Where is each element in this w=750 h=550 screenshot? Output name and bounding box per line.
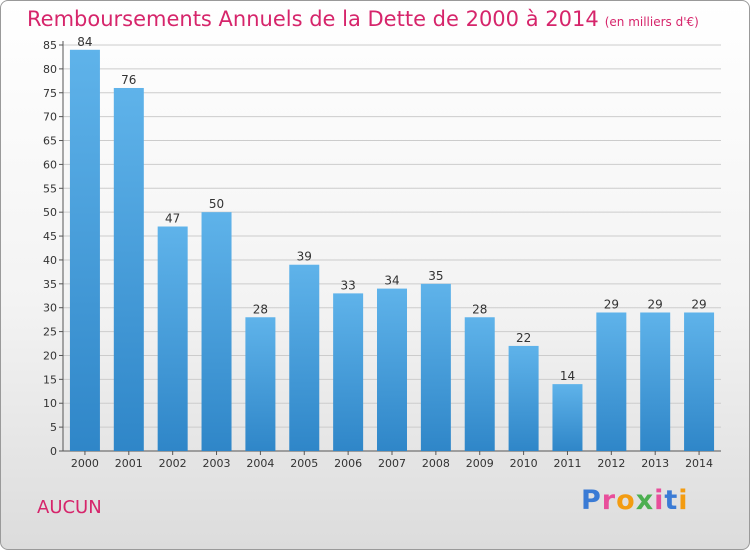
bar-2010 bbox=[508, 345, 539, 451]
bar-2000 bbox=[69, 49, 100, 452]
bar-2011 bbox=[552, 384, 583, 451]
x-tick-label-2010: 2010 bbox=[510, 457, 538, 470]
bar-2007 bbox=[377, 288, 407, 451]
y-tick-label: 60 bbox=[43, 158, 57, 171]
proxiti-logo[interactable]: Proxiti bbox=[581, 485, 689, 516]
logo-letter: i bbox=[678, 485, 689, 516]
bar-2012 bbox=[596, 312, 627, 451]
logo-letter: P bbox=[581, 485, 602, 516]
y-tick-label: 30 bbox=[43, 302, 57, 315]
bars bbox=[69, 49, 715, 452]
y-tick-label: 40 bbox=[43, 254, 57, 267]
bar-2006 bbox=[333, 293, 364, 451]
x-tick-label-2005: 2005 bbox=[290, 457, 318, 470]
x-tick-label-2007: 2007 bbox=[378, 457, 406, 470]
data-label-2004: 28 bbox=[253, 302, 268, 316]
y-tick-label: 15 bbox=[43, 373, 57, 386]
y-tick-label: 0 bbox=[50, 445, 57, 458]
y-tick-label: 10 bbox=[43, 397, 57, 410]
bar-2013 bbox=[640, 312, 671, 451]
x-tick-label-2001: 2001 bbox=[115, 457, 143, 470]
data-label-2011: 14 bbox=[560, 369, 575, 383]
y-tick-label: 35 bbox=[43, 278, 57, 291]
x-tick-label-2000: 2000 bbox=[71, 457, 99, 470]
data-label-2005: 39 bbox=[297, 250, 312, 264]
data-label-2006: 33 bbox=[340, 278, 355, 292]
unit-note: (en milliers d'€) bbox=[604, 15, 699, 29]
data-label-2013: 29 bbox=[648, 297, 663, 311]
x-tick-label-2012: 2012 bbox=[597, 457, 625, 470]
y-tick-label: 25 bbox=[43, 326, 57, 339]
bar-2014 bbox=[684, 312, 715, 451]
logo-letter: x bbox=[635, 485, 655, 516]
chart-title: Remboursements Annuels de la Dette de 20… bbox=[27, 7, 699, 31]
labels: 0 5 10 15 20 25 30 35 40 45 50 55 60 65 70 75 80 85 84 2000… bbox=[43, 35, 713, 470]
logo-letter: r bbox=[601, 485, 617, 516]
x-tick-label-2013: 2013 bbox=[641, 457, 669, 470]
bar-2008 bbox=[420, 283, 451, 451]
bar-2004 bbox=[245, 317, 276, 451]
y-tick-label: 5 bbox=[50, 421, 57, 434]
data-label-2007: 34 bbox=[384, 274, 399, 288]
data-label-2009: 28 bbox=[472, 302, 487, 316]
chart-title-text: Remboursements Annuels de la Dette de 20… bbox=[27, 7, 599, 31]
data-label-2010: 22 bbox=[516, 331, 531, 345]
y-tick-label: 65 bbox=[43, 135, 57, 148]
data-label-2002: 47 bbox=[165, 212, 180, 226]
x-tick-label-2003: 2003 bbox=[203, 457, 231, 470]
x-tick-label-2004: 2004 bbox=[246, 457, 274, 470]
data-label-2000: 84 bbox=[77, 35, 92, 49]
y-tick-label: 85 bbox=[43, 39, 57, 52]
y-tick-label: 70 bbox=[43, 111, 57, 124]
data-label-2012: 29 bbox=[604, 297, 619, 311]
bar-2009 bbox=[464, 317, 495, 451]
data-label-2014: 29 bbox=[691, 297, 706, 311]
data-label-2003: 50 bbox=[209, 197, 224, 211]
x-tick-label-2006: 2006 bbox=[334, 457, 362, 470]
bar-2001 bbox=[113, 87, 144, 452]
x-tick-label-2009: 2009 bbox=[466, 457, 494, 470]
y-tick-label: 50 bbox=[43, 206, 57, 219]
x-tick-label-2008: 2008 bbox=[422, 457, 450, 470]
data-label-2001: 76 bbox=[121, 73, 136, 87]
y-tick-label: 45 bbox=[43, 230, 57, 243]
logo-letter: i bbox=[654, 485, 665, 516]
logo-letter: t bbox=[664, 485, 679, 516]
bar-2002 bbox=[157, 226, 188, 451]
commune-name: AUCUN bbox=[37, 497, 102, 518]
data-label-2008: 35 bbox=[428, 269, 443, 283]
x-tick-label-2002: 2002 bbox=[159, 457, 187, 470]
bar-2003 bbox=[201, 212, 232, 451]
y-tick-label: 55 bbox=[43, 182, 57, 195]
logo-letter: o bbox=[616, 485, 636, 516]
x-tick-label-2014: 2014 bbox=[685, 457, 713, 470]
bar-2005 bbox=[289, 264, 320, 451]
y-tick-label: 75 bbox=[43, 87, 57, 100]
x-tick-label-2011: 2011 bbox=[553, 457, 581, 470]
y-tick-label: 80 bbox=[43, 63, 57, 76]
y-tick-label: 20 bbox=[43, 349, 57, 362]
